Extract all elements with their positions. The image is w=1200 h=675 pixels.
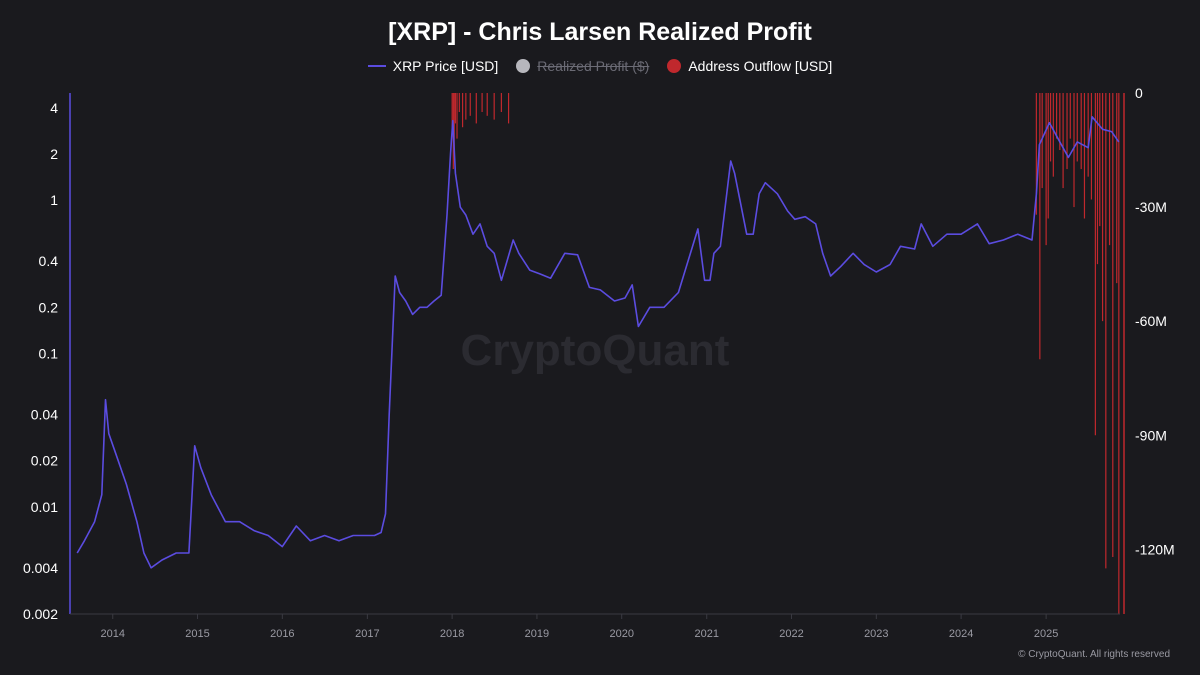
legend-item-realized-profit[interactable]: Realized Profit ($) [516,58,649,74]
y-right-tick-label: 0 [1135,85,1143,101]
y-left-tick-label: 0.04 [31,407,58,423]
y-left-tick-label: 0.002 [23,606,58,622]
y-right-tick-label: -60M [1135,313,1167,329]
x-tick-label: 2016 [270,628,294,640]
y-left-tick-label: 0.01 [31,499,58,515]
legend-label-realized-profit: Realized Profit ($) [537,58,650,74]
chart-legend: XRP Price [USD] Realized Profit ($) Addr… [0,58,1200,74]
x-tick-label: 2020 [609,628,633,640]
y-right-tick-label: -120M [1135,541,1175,557]
copyright-notice: © CryptoQuant. All rights reserved [1018,649,1170,660]
x-tick-label: 2018 [440,628,464,640]
legend-item-address-outflow[interactable]: Address Outflow [USD] [667,58,832,74]
y-left-tick-label: 0.4 [39,253,59,269]
x-tick-label: 2019 [525,628,549,640]
price-line [76,116,1120,569]
y-left-tick-label: 0.2 [39,299,59,315]
legend-swatch-realized-profit [516,59,531,73]
y-left-tick-label: 2 [50,146,58,162]
legend-label-outflow: Address Outflow [USD] [688,58,833,74]
x-tick-label: 2015 [185,628,209,640]
legend-label-price: XRP Price [USD] [392,58,499,74]
y-left-tick-label: 0.1 [39,346,59,362]
x-tick-label: 2014 [101,628,125,640]
x-tick-label: 2022 [779,628,803,640]
y-left-tick-label: 4 [50,100,58,116]
x-tick-label: 2024 [949,628,973,640]
y-left-tick-label: 1 [50,192,58,208]
y-right-tick-label: -90M [1135,427,1167,443]
legend-swatch-price [367,65,386,67]
x-tick-label: 2017 [355,628,379,640]
x-tick-label: 2025 [1034,628,1058,640]
y-left-tick-label: 0.004 [23,560,58,576]
x-tick-label: 2021 [694,628,718,640]
y-left-tick-label: 0.02 [31,453,58,469]
legend-item-xrp-price[interactable]: XRP Price [USD] [367,58,499,74]
x-tick-label: 2023 [864,628,888,640]
watermark: CryptoQuant [461,326,730,375]
y-right-tick-label: -30M [1135,199,1167,215]
legend-swatch-outflow [667,59,682,73]
chart-title: [XRP] - Chris Larsen Realized Profit [388,18,812,46]
